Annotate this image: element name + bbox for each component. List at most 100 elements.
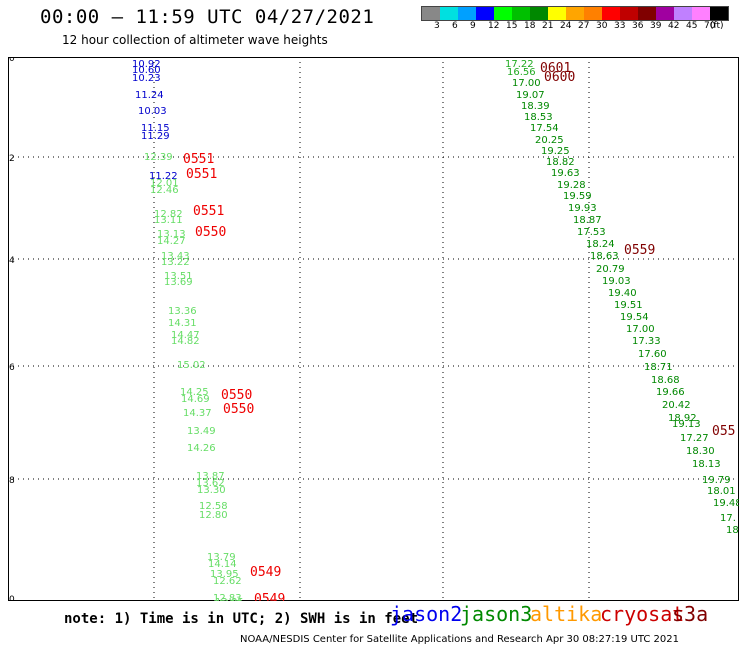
legend-tick-label: 9	[470, 21, 476, 31]
pass-time-label: 0549	[250, 565, 281, 580]
wave-height-reading: 10.92	[132, 59, 161, 70]
wave-height-reading: 12.83	[213, 593, 242, 601]
wave-height-reading: 12.82	[154, 209, 183, 220]
wave-height-reading: 13.69	[164, 277, 193, 288]
pass-time-label: 0550	[221, 388, 252, 403]
wave-height-reading: 17.00	[512, 78, 541, 89]
wave-height-reading: 12.85	[215, 597, 244, 601]
wave-height-reading: 18	[726, 525, 739, 536]
pass-time-label: 0600	[544, 70, 575, 85]
legend-swatch	[476, 7, 494, 20]
footer-note: note: 1) Time is in UTC; 2) SWH is in fe…	[64, 611, 419, 627]
latitude-label: -56	[8, 363, 15, 373]
legend-swatch	[440, 7, 458, 20]
wave-height-reading: 17.27	[680, 433, 709, 444]
legend-swatch	[710, 7, 728, 20]
legend-swatch	[548, 7, 566, 20]
wave-height-reading: 18.01	[707, 486, 736, 497]
wave-height-reading: 18.24	[586, 239, 615, 250]
legend-swatch	[602, 7, 620, 20]
wave-height-reading: 11.22	[149, 171, 178, 182]
wave-height-reading: 12.58	[199, 501, 228, 512]
latitude-label: -52	[8, 154, 15, 164]
wave-height-reading: 15.02	[177, 360, 206, 371]
wave-height-reading: 10.03	[138, 106, 167, 117]
pass-time-label: 0550	[195, 225, 226, 240]
color-scale-legend	[421, 6, 729, 21]
wave-height-reading: 13.49	[187, 426, 216, 437]
latitude-label: -50	[8, 57, 15, 64]
map-frame	[8, 57, 739, 601]
wave-height-reading: 17.54	[530, 123, 559, 134]
wave-height-reading: 13.11	[154, 215, 183, 226]
wave-height-reading: 17.00	[626, 324, 655, 335]
wave-height-reading: 18.39	[521, 101, 550, 112]
satellite-cryosat: cryosat	[600, 602, 685, 626]
wave-height-reading: 11.15	[141, 123, 170, 134]
legend-tick-label: 30	[596, 21, 608, 31]
legend-swatch	[674, 7, 692, 20]
wave-height-reading: 19.66	[656, 387, 685, 398]
wave-height-reading: 17.33	[632, 336, 661, 347]
wave-height-reading: 16.56	[507, 67, 536, 78]
pass-time-label: 0551	[193, 204, 224, 219]
legend-tick-label: 45	[686, 21, 698, 31]
legend-tick-label: 27	[578, 21, 590, 31]
legend-swatch	[422, 7, 440, 20]
wave-height-reading: 14.31	[168, 318, 197, 329]
wave-height-reading: 20.25	[535, 135, 564, 146]
wave-height-reading: 13.87	[196, 471, 225, 482]
legend-swatch	[512, 7, 530, 20]
wave-height-reading: 18.30	[686, 446, 715, 457]
wave-height-reading: 19.13	[672, 419, 701, 430]
wave-height-reading: 17.	[720, 513, 736, 524]
wave-height-reading: 18.71	[644, 362, 673, 373]
legend-tick-label: 39	[650, 21, 662, 31]
wave-height-reading: 19.48	[713, 498, 739, 509]
legend-swatch	[584, 7, 602, 20]
wave-height-reading: 14.69	[181, 394, 210, 405]
wave-height-reading: 19.93	[568, 203, 597, 214]
wave-height-reading: 20.42	[662, 400, 691, 411]
wave-height-reading: 18.53	[524, 112, 553, 123]
legend-swatch	[494, 7, 512, 20]
wave-height-reading: 10.60	[132, 65, 161, 76]
wave-height-reading: 18.87	[573, 215, 602, 226]
wave-height-reading: 12.01	[150, 178, 179, 189]
wave-height-reading: 18.63	[590, 251, 619, 262]
legend-tick-label: 12	[488, 21, 500, 31]
wave-height-reading: 19.59	[563, 191, 592, 202]
satellite-jason3: jason3	[460, 602, 533, 626]
wave-height-reading: 19.79	[702, 475, 731, 486]
wave-height-reading: 18.82	[546, 157, 575, 168]
latitude-label: -54	[8, 256, 15, 266]
legend-unit: (ft)	[710, 21, 724, 31]
footer-credit: NOAA/NESDIS Center for Satellite Applica…	[240, 634, 679, 645]
pass-time-label: 0559	[624, 243, 655, 258]
pass-time-label: 0550	[223, 402, 254, 417]
wave-height-reading: 14.82	[171, 336, 200, 347]
wave-height-reading: 13.30	[197, 485, 226, 496]
wave-height-reading: 13.22	[161, 257, 190, 268]
wave-height-reading: 13.62	[196, 478, 225, 489]
satellite-s3a: s3a	[672, 602, 709, 626]
latitude-label: -60	[8, 595, 15, 601]
wave-height-reading: 18.68	[651, 375, 680, 386]
legend-swatch	[692, 7, 710, 20]
wave-height-reading: 19.25	[541, 146, 570, 157]
wave-height-reading: 12.46	[150, 185, 179, 196]
wave-height-reading: 14.27	[157, 236, 186, 247]
satellite-jason2: jason2	[390, 602, 463, 626]
legend-swatch	[656, 7, 674, 20]
pass-time-label: 0601	[540, 61, 571, 76]
legend-swatch	[566, 7, 584, 20]
wave-height-reading: 17.60	[638, 349, 667, 360]
wave-height-reading: 12.62	[213, 576, 242, 587]
legend-tick-label: 33	[614, 21, 626, 31]
wave-height-reading: 14.25	[180, 387, 209, 398]
wave-height-reading: 18.92	[668, 413, 697, 424]
wave-height-reading: 11.24	[135, 90, 164, 101]
legend-tick-label: 70	[704, 21, 716, 31]
legend-tick-label: 24	[560, 21, 572, 31]
legend-tick-label: 6	[452, 21, 458, 31]
